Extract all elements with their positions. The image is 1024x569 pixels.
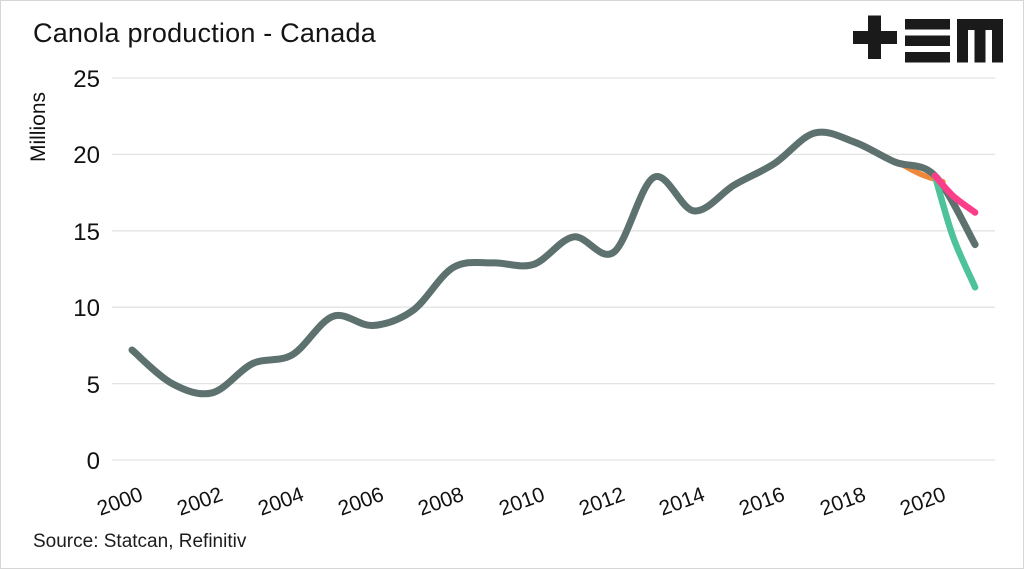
plus-icon — [853, 15, 897, 59]
y-tick-label-20: 20 — [73, 142, 100, 170]
y-tick-label-15: 15 — [73, 218, 100, 246]
chart-title: Canola production - Canada — [33, 18, 376, 48]
y-tick-label-25: 25 — [73, 66, 100, 93]
triple-bar-icon — [905, 19, 950, 63]
plus-triple-bar-m-logo-icon — [853, 15, 1003, 63]
y-tick-label-0: 0 — [86, 448, 100, 475]
y-tick-label-5: 5 — [86, 371, 100, 399]
series-scenario-green — [931, 172, 979, 291]
tem-logo — [851, 15, 1003, 63]
series-scenario-pink — [931, 172, 979, 216]
m-icon — [957, 19, 1003, 63]
y-tick-label-10: 10 — [73, 295, 100, 323]
series-history-and-gray-scenario — [128, 128, 979, 398]
source-note: Source: Statcan, Refinitiv — [33, 531, 247, 552]
